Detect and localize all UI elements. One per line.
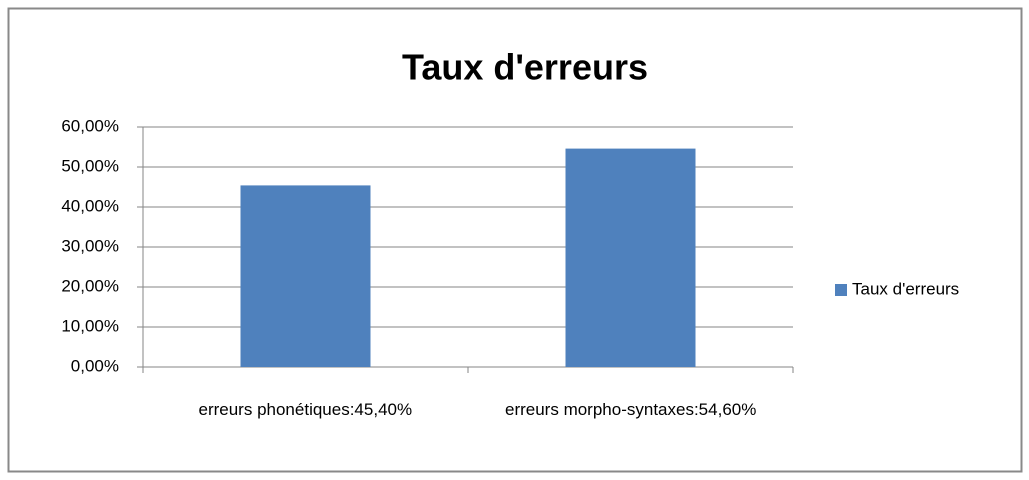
y-tick-label: 40,00% [61, 196, 119, 215]
y-tick-label: 30,00% [61, 236, 119, 255]
chart-title: Taux d'erreurs [402, 47, 648, 88]
bar [240, 185, 371, 367]
x-tick-label: erreurs phonétiques:45,40% [198, 400, 413, 419]
chart-border [7, 7, 1023, 473]
bar [565, 148, 696, 367]
legend-label: Taux d'erreurs [852, 279, 959, 298]
y-tick-label: 10,00% [61, 316, 119, 335]
legend-swatch [835, 284, 847, 296]
y-tick-label: 50,00% [61, 156, 119, 175]
y-tick-label: 20,00% [61, 276, 119, 295]
y-tick-label: 0,00% [71, 356, 119, 375]
x-tick-label: erreurs morpho-syntaxes:54,60% [505, 400, 757, 419]
y-tick-label: 60,00% [61, 116, 119, 135]
